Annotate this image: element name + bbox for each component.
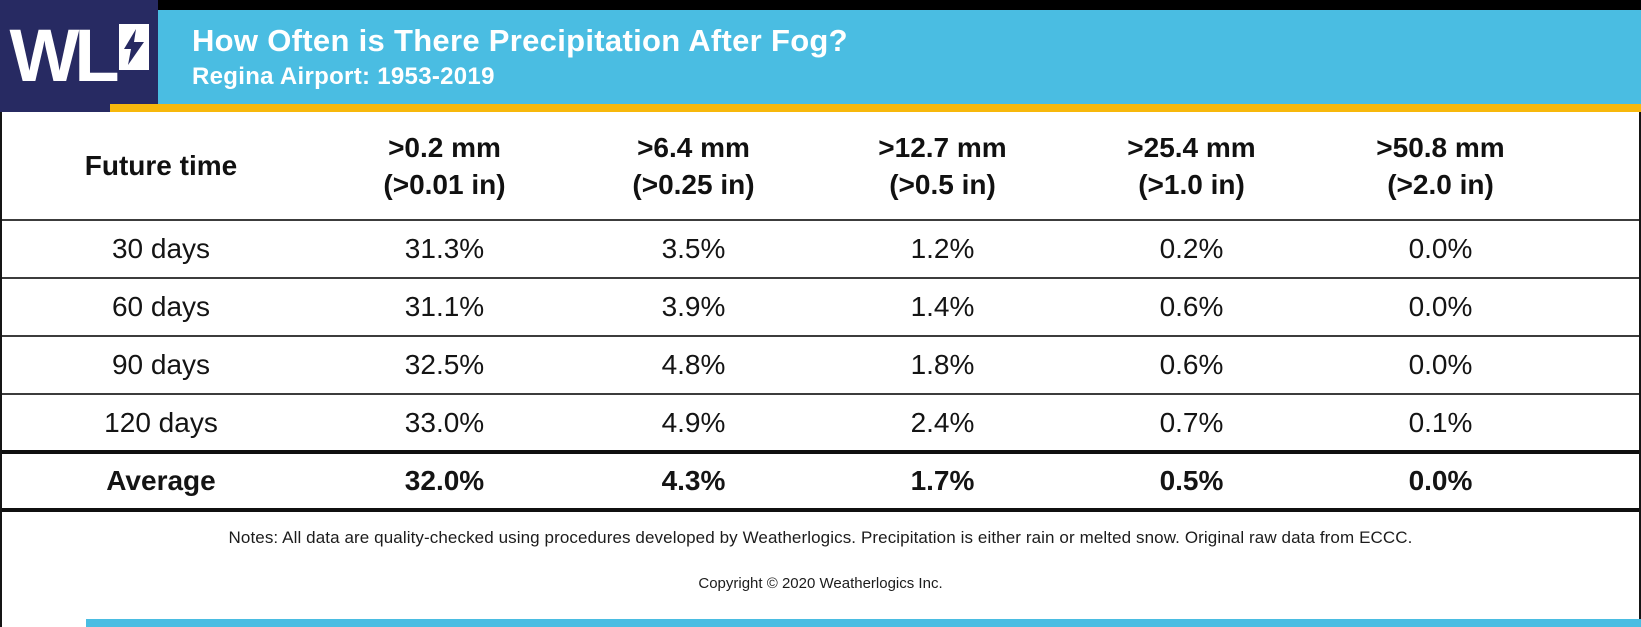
header-cell-threshold-5: >50.8 mm (>2.0 in): [1376, 131, 1505, 200]
table-section: Future time >0.2 mm (>0.01 in) >6.4 mm (>0…: [0, 112, 1641, 627]
value-cell: 0.0%: [1408, 349, 1473, 380]
spacer-cell: [1565, 278, 1639, 336]
spacer-cell: [1565, 452, 1639, 510]
value-cell: 33.0%: [404, 406, 485, 438]
value-cell: 0.2%: [1159, 233, 1224, 264]
table-row-90-days: 90 days 32.5% 4.8% 1.8% 0.6% 0.0%: [2, 336, 1639, 394]
precipitation-probability-table: Future time >0.2 mm (>0.01 in) >6.4 mm (>0…: [2, 112, 1639, 512]
bottom-blue-strip: [86, 619, 1641, 627]
logo-wl-text: WL: [9, 14, 119, 97]
table-row-average: Average 32.0% 4.3% 1.7% 0.5% 0.0%: [2, 452, 1639, 510]
spacer-cell: [1565, 336, 1639, 394]
header-cell-threshold-2: >6.4 mm (>0.25 in): [632, 131, 755, 200]
header-cell-threshold-3: >12.7 mm (>0.5 in): [878, 131, 1007, 200]
table-row-120-days: 120 days 33.0% 4.9% 2.4% 0.7% 0.1%: [2, 394, 1639, 452]
value-cell: 0.0%: [1408, 465, 1473, 496]
weatherlogics-logo: WL: [0, 0, 158, 112]
row-label: 90 days: [111, 349, 211, 380]
page-subtitle: Regina Airport: 1953-2019: [192, 63, 495, 91]
value-cell: 32.0%: [404, 465, 485, 496]
value-cell: 2.4%: [910, 406, 975, 438]
value-cell: 0.1%: [1408, 406, 1473, 438]
header-cell-threshold-1: >0.2 mm (>0.01 in): [383, 131, 506, 200]
value-cell: 0.6%: [1159, 291, 1224, 322]
row-label: 60 days: [111, 291, 211, 322]
top-black-strip: [0, 0, 1641, 10]
table-row-60-days: 60 days 31.1% 3.9% 1.4% 0.6% 0.0%: [2, 278, 1639, 336]
row-label: Average: [106, 465, 216, 496]
value-cell: 0.6%: [1159, 349, 1224, 380]
header-cell-future-time: Future time: [84, 150, 238, 181]
row-label: 30 days: [111, 233, 211, 264]
page-title: How Often is There Precipitation After F…: [192, 22, 848, 58]
value-cell: 0.5%: [1159, 465, 1224, 496]
yellow-divider-bar: [110, 104, 1641, 112]
value-cell: 3.5%: [661, 233, 726, 264]
copyright-text: Copyright © 2020 Weatherlogics Inc.: [698, 575, 943, 592]
value-cell: 4.3%: [661, 465, 726, 496]
value-cell: 3.9%: [661, 291, 726, 322]
table-row-30-days: 30 days 31.3% 3.5% 1.2% 0.2% 0.0%: [2, 220, 1639, 278]
lightning-bolt-icon: [118, 24, 149, 70]
header-cell-spacer: [1565, 112, 1639, 220]
row-label: 120 days: [104, 406, 218, 438]
value-cell: 0.0%: [1408, 233, 1473, 264]
value-cell: 1.4%: [910, 291, 975, 322]
value-cell: 4.8%: [661, 349, 726, 380]
header-cell-threshold-4: >25.4 mm (>1.0 in): [1127, 131, 1256, 200]
value-cell: 31.3%: [404, 233, 485, 264]
value-cell: 32.5%: [404, 349, 485, 380]
value-cell: 0.0%: [1408, 291, 1473, 322]
value-cell: 4.9%: [661, 406, 726, 438]
value-cell: 1.8%: [910, 349, 975, 380]
table-header-row: Future time >0.2 mm (>0.01 in) >6.4 mm (>0…: [2, 112, 1639, 220]
value-cell: 31.1%: [404, 291, 485, 322]
value-cell: 0.7%: [1159, 406, 1224, 438]
spacer-cell: [1565, 220, 1639, 278]
spacer-cell: [1565, 394, 1639, 452]
notes-text: Notes: All data are quality-checked usin…: [228, 528, 1413, 547]
value-cell: 1.7%: [910, 465, 975, 496]
header-band: How Often is There Precipitation After F…: [158, 10, 1641, 104]
value-cell: 1.2%: [910, 233, 975, 264]
